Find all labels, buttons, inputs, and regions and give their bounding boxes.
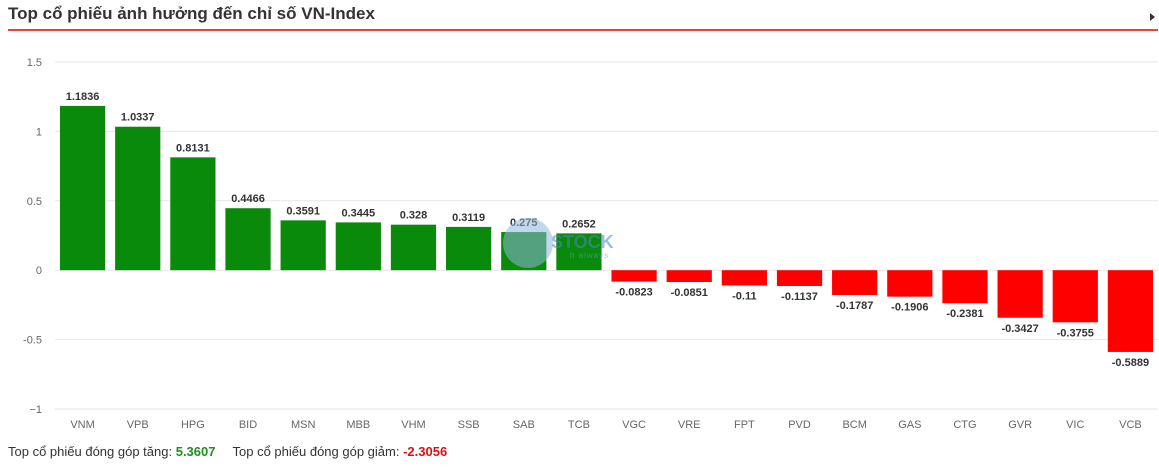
x-tick-label: VIC — [1066, 419, 1084, 431]
data-label: -0.0823 — [615, 287, 652, 299]
data-label: 0.328 — [400, 210, 428, 222]
watermark: STOCK h always — [503, 218, 614, 268]
value-labels: 1.1836 1.0337 0.8131 0.4466 0.3591 0.3445 0.32… — [66, 91, 1149, 369]
x-tick-label: BID — [239, 419, 257, 431]
y-tick-label: 0 — [36, 265, 42, 277]
data-label: 0.2652 — [562, 218, 596, 230]
data-label: -0.1787 — [836, 300, 873, 312]
y-tick-label: -0.5 — [23, 335, 42, 347]
data-label: -0.0851 — [671, 287, 708, 299]
x-tick-label: VPB — [127, 419, 149, 431]
x-tick-label: CTG — [953, 419, 976, 431]
x-tick-label: MSN — [291, 419, 316, 431]
data-label: 0.3445 — [341, 207, 375, 219]
x-tick-label: GVR — [1008, 419, 1032, 431]
x-tick-label: FPT — [734, 419, 755, 431]
bar-fpt — [721, 270, 767, 286]
data-label: -0.11 — [732, 290, 756, 302]
bar-vpb — [115, 126, 161, 271]
y-tick-label: 1 — [36, 126, 42, 138]
y-tick-label: 0.5 — [27, 196, 42, 208]
title-underline — [8, 29, 1158, 31]
data-label: 0.3591 — [286, 205, 320, 217]
data-label: 0.4466 — [231, 193, 265, 205]
data-label: 1.1836 — [66, 91, 100, 103]
chevron-right-icon[interactable] — [1150, 13, 1155, 21]
x-tick-label: TCB — [568, 419, 590, 431]
y-axis: 1.5 1 0.5 0 -0.5 −1 — [23, 57, 42, 416]
x-tick-label: VGC — [622, 419, 646, 431]
x-tick-label: HPG — [181, 419, 205, 431]
x-tick-label: VRE — [678, 419, 701, 431]
data-label: -0.3427 — [1001, 323, 1038, 335]
bars — [59, 105, 1154, 352]
page-title: Top cổ phiếu ảnh hưởng đến chỉ số VN-Ind… — [8, 4, 375, 23]
y-tick-label: 1.5 — [27, 57, 42, 69]
x-tick-label: BCM — [842, 419, 866, 431]
data-label: -0.3755 — [1057, 327, 1094, 339]
data-label: 0.3119 — [452, 212, 485, 224]
bar-hpg — [170, 157, 216, 271]
bar-ssb — [446, 226, 492, 271]
bar-msn — [280, 220, 326, 271]
x-tick-label: VHM — [401, 419, 425, 431]
down-contribution-value: -2.3056 — [403, 444, 448, 459]
bar-vcb — [1107, 270, 1154, 352]
watermark-logo-icon — [503, 218, 553, 268]
bar-vre — [666, 270, 712, 283]
x-tick-label: GAS — [898, 419, 921, 431]
bar-pvd — [776, 270, 823, 286]
bar-vic — [1052, 270, 1098, 323]
x-axis: VNM VPB HPG BID MSN MBB VHM SSB SAB TCB VGC VRE FPT P… — [70, 419, 1141, 431]
data-label: 0.8131 — [176, 142, 210, 154]
watermark-text: STOCK — [551, 232, 614, 252]
bar-mbb — [335, 222, 381, 271]
summary-footer: Top cổ phiếu đóng góp tăng: 5.3607 Top c… — [8, 444, 447, 459]
bar-gvr — [997, 270, 1043, 318]
x-tick-label: MBB — [346, 419, 370, 431]
data-label: 1.0337 — [121, 112, 155, 124]
x-tick-label: VCB — [1119, 419, 1142, 431]
data-label: -0.1137 — [781, 291, 818, 303]
x-tick-label: VNM — [70, 419, 94, 431]
up-contribution-label: Top cổ phiếu đóng góp tăng: — [8, 444, 173, 459]
bar-vhm — [390, 224, 437, 271]
x-tick-label: PVD — [788, 419, 811, 431]
bar-chart: 1.5 1 0.5 0 -0.5 −1 1.1836 1.0337 0.8131 0.4466 0… — [23, 57, 1158, 431]
bar-vgc — [611, 270, 657, 282]
y-tick-label: −1 — [29, 404, 42, 416]
down-contribution-label: Top cổ phiếu đóng góp giảm: — [232, 444, 400, 459]
watermark-tagline: h always — [570, 251, 609, 260]
data-label: -0.5889 — [1112, 357, 1149, 369]
bar-bcm — [832, 270, 878, 296]
bar-vnm — [59, 105, 106, 271]
chart-header: Top cổ phiếu ảnh hưởng đến chỉ số VN-Ind… — [0, 0, 1159, 32]
data-label: -0.1906 — [891, 302, 928, 314]
up-contribution-value: 5.3607 — [175, 444, 216, 459]
x-tick-label: SSB — [458, 419, 480, 431]
x-tick-label: SAB — [513, 419, 535, 431]
bar-ctg — [942, 270, 988, 304]
data-label: -0.2381 — [946, 308, 983, 320]
bar-gas — [887, 270, 933, 297]
bar-bid — [225, 208, 271, 271]
bar-tcb — [556, 233, 602, 271]
